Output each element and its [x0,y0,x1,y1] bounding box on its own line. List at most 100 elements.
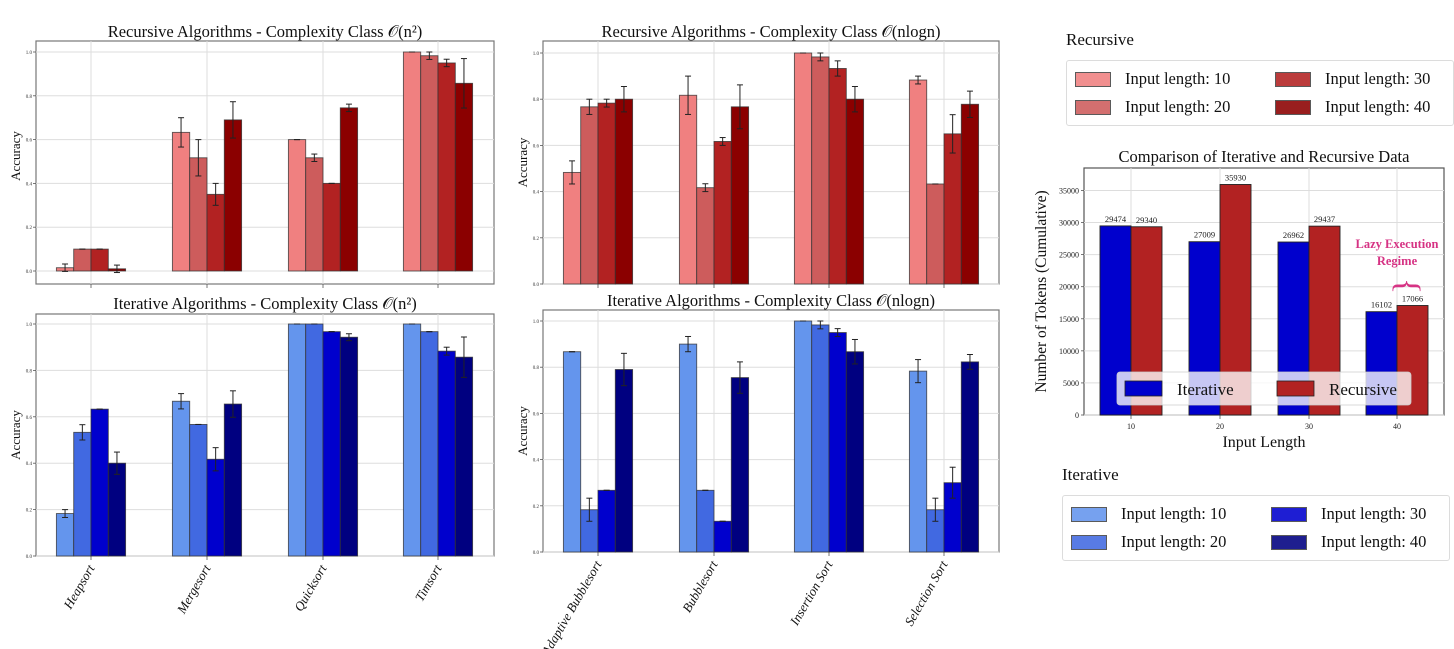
x-tick-label: Quicksort [291,562,330,614]
y-tick-label: 5000 [1063,379,1079,388]
bar-value-label: 26962 [1283,230,1304,240]
x-tick-label: 30 [1305,422,1313,431]
bar [678,343,698,553]
bar [730,377,750,553]
y-tick-label: 0.0 [26,270,33,275]
bar [678,94,698,285]
legend-item: Input length: 30 [1271,502,1441,526]
bar [793,320,813,553]
bar-value-label: 35930 [1225,172,1246,182]
bar-value-label: 29340 [1136,215,1157,225]
bar [420,331,439,557]
legend-swatch [1071,506,1107,522]
bar [437,350,456,557]
y-tick-label: 10000 [1059,347,1079,356]
bar [305,157,324,272]
bar [597,102,616,285]
bar [339,336,359,557]
y-tick-label: 1.0 [26,51,33,56]
x-tick-label: Adaptive Bubblesort [538,558,605,649]
y-tick-label: 1.0 [533,52,540,57]
x-axis-label: Input Length [1222,434,1305,451]
chart-it-nlogn: 0.0 0.2 0.4 0.6 0.8 1.0 Iterative Algorithms -… [515,291,1000,649]
x-tick-label: Bubblesort [679,558,721,615]
y-axis-label: Accuracy [8,131,23,181]
bar [580,106,599,285]
bar [402,51,422,272]
bar [206,458,225,557]
iterative-legend: Iterative Input length: 10 Input length:… [1062,465,1450,561]
bar [614,98,634,285]
legend-swatch [1124,380,1163,397]
y-tick-label: 0.8 [26,95,33,100]
y-tick-label: 0.6 [26,139,33,144]
legend-item: Input length: 10 [1075,67,1275,91]
bar [562,351,582,553]
bar [908,370,928,553]
bar [189,424,208,557]
legend-box [1116,371,1412,406]
chart-rec-nlogn: 0.0 0.2 0.4 0.6 0.8 1.0 Recursive Algorithms -… [515,22,1000,288]
x-tick-label: Selection Sort [901,558,950,629]
chart-rec-n2: 0.0 0.2 0.4 0.6 0.8 1.0 Recursive Algorithms -… [8,22,495,288]
bar [402,323,422,557]
bar [828,68,847,285]
chart-title: Recursive Algorithms - Complexity Class … [602,22,941,41]
chart-tokens: 0 5000 10000 15000 20000 25000 30000 35000 10 20 3… [1033,147,1445,451]
legend-label: Input length: 10 [1125,69,1231,88]
chart-title: Iterative Algorithms - Complexity Class … [607,291,935,310]
bar [90,408,109,557]
bar [960,103,980,285]
y-tick-label: 0.8 [26,369,33,374]
y-tick-label: 1.0 [533,320,540,325]
bar [223,403,243,557]
bar [339,107,359,272]
y-tick-label: 0 [1075,411,1079,420]
bar [811,324,830,553]
bar [287,139,307,272]
legend-label: Input length: 20 [1125,97,1231,116]
brace-icon: { [1389,278,1426,294]
legend-swatch [1271,506,1307,522]
legend-item: Input length: 20 [1075,95,1275,119]
annotation-text: Lazy Execution [1356,237,1439,251]
x-tick-label: Mergesort [173,562,214,617]
y-tick-label: 0.0 [26,555,33,560]
y-axis-label: Accuracy [515,137,530,187]
bar [305,323,324,557]
y-tick-label: 0.8 [533,366,540,371]
chart-title: Recursive Algorithms - Complexity Class … [108,22,423,41]
x-tick-label: Insertion Sort [786,558,836,629]
y-tick-label: 30000 [1059,219,1079,228]
y-tick-label: 20000 [1059,283,1079,292]
x-tick-label: 20 [1216,422,1224,431]
bar [73,248,92,272]
bar [437,62,456,272]
legend-item: Input length: 40 [1271,530,1441,554]
bar [454,356,474,557]
legend-item: Input length: 40 [1275,95,1445,119]
bar [926,183,945,285]
legend-item: Input length: 10 [1071,502,1271,526]
legend-label: Input length: 30 [1325,69,1431,88]
y-tick-label: 0.0 [533,283,540,288]
legend-swatch [1271,534,1307,550]
bar [223,119,243,272]
bar [713,141,732,285]
bar [713,520,732,553]
legend-swatch [1276,380,1315,397]
recursive-legend-box: Input length: 10 Input length: 30 Input … [1066,60,1454,126]
y-tick-label: 35000 [1059,186,1079,195]
legend-label: Input length: 40 [1321,532,1427,551]
y-axis-label: Accuracy [8,410,23,460]
bar [730,106,750,285]
recursive-legend-title: Recursive [1066,30,1134,49]
y-tick-label: 25000 [1059,251,1079,260]
x-tick-label: 10 [1127,422,1135,431]
legend-swatch [1071,534,1107,550]
bar [322,182,341,272]
legend-label: Input length: 40 [1325,97,1431,116]
y-tick-label: 1.0 [26,323,33,328]
bar [597,489,616,553]
